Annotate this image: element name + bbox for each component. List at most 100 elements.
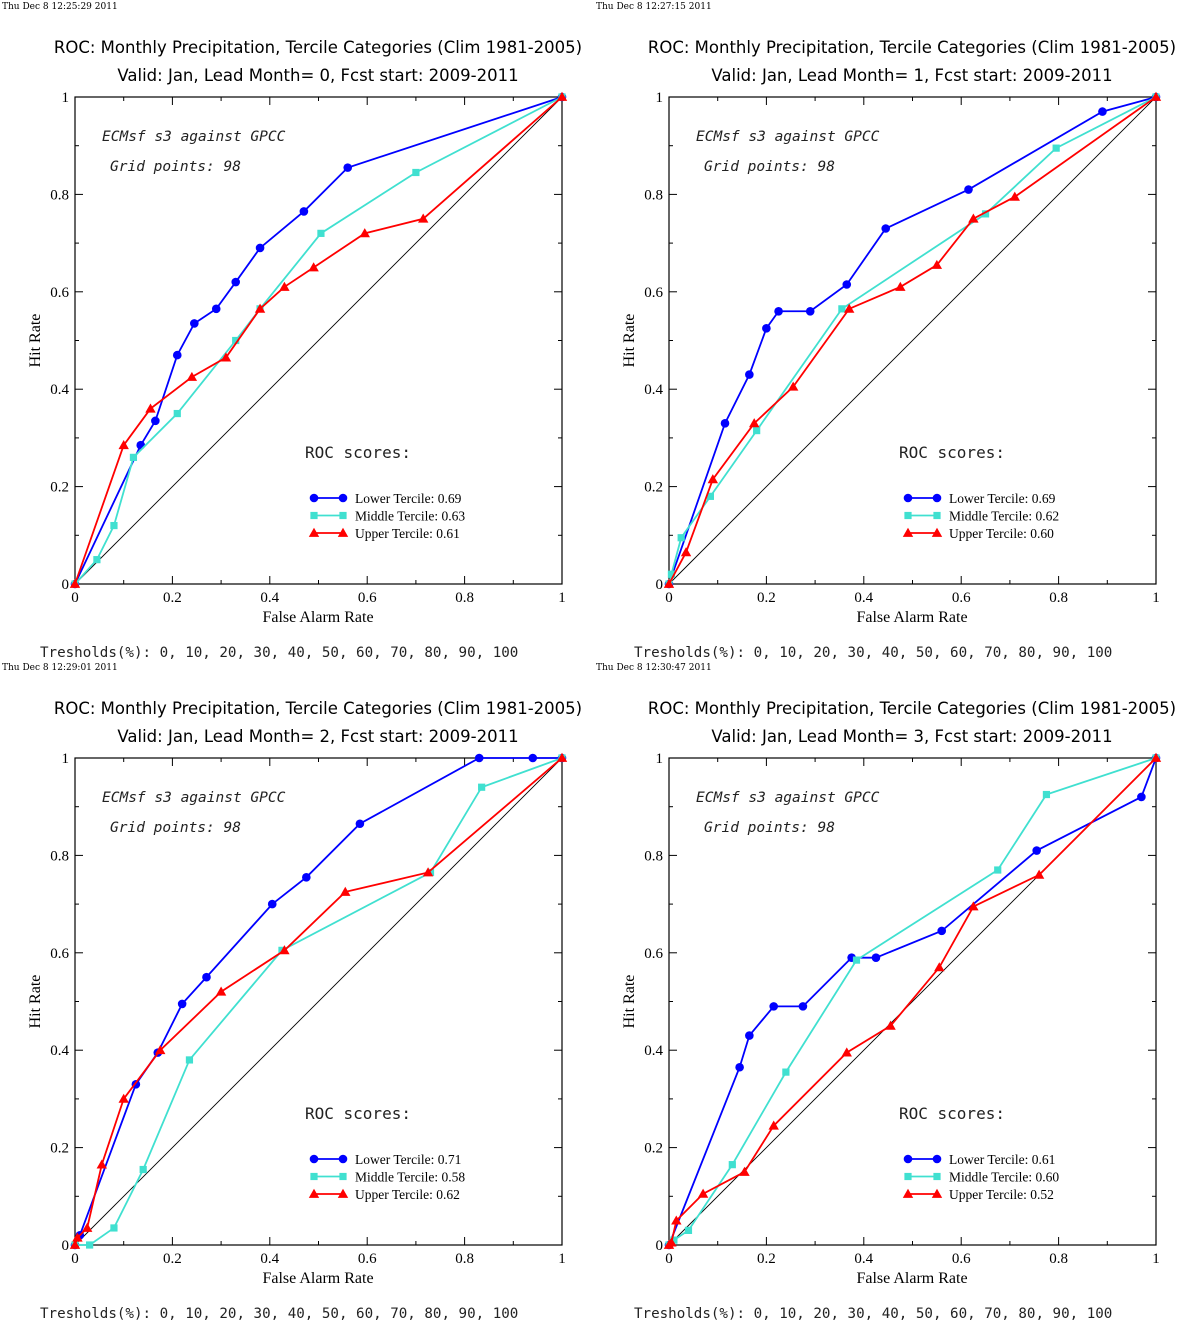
legend-label: Middle Tercile: 0.60 xyxy=(949,1170,1059,1185)
roc-scores-heading: ROC scores: xyxy=(899,443,1005,462)
data-point xyxy=(934,962,945,972)
legend-label: Upper Tercile: 0.60 xyxy=(949,526,1054,541)
data-point xyxy=(93,556,101,564)
data-point xyxy=(86,1241,94,1249)
roc-panel-3: Thu Dec 8 12:29:01 2011 ROC: Monthly Prec… xyxy=(0,661,593,1322)
y-tick-label: 0 xyxy=(62,577,70,593)
data-point xyxy=(964,185,973,194)
data-point xyxy=(841,1047,852,1057)
chart-subtitle: Valid: Jan, Lead Month= 0, Fcst start: 2… xyxy=(117,66,518,85)
data-point xyxy=(186,371,198,381)
legend-marker xyxy=(339,1172,347,1181)
thresholds-note: Tresholds(%): 0, 10, 20, 30, 40, 50, 60,… xyxy=(40,645,518,661)
timestamp: Thu Dec 8 12:29:01 2011 xyxy=(2,663,118,673)
legend-entry: Middle Tercile: 0.58 xyxy=(310,1170,465,1185)
x-tick-label: 0.2 xyxy=(163,590,182,606)
y-tick-label: 0.6 xyxy=(644,285,663,301)
data-point xyxy=(670,1236,678,1244)
x-axis-label: False Alarm Rate xyxy=(856,1270,967,1287)
data-point xyxy=(768,1120,779,1130)
legend-marker xyxy=(337,527,349,537)
timestamp: Thu Dec 8 12:30:47 2011 xyxy=(596,663,712,673)
data-point xyxy=(749,418,760,428)
data-point xyxy=(231,277,241,287)
data-point xyxy=(1032,846,1041,855)
annotation-model: ECMsf s3 against GPCC xyxy=(696,790,880,806)
data-point xyxy=(881,224,891,233)
data-point xyxy=(707,474,719,484)
data-point xyxy=(172,350,182,360)
data-point xyxy=(478,783,486,791)
data-point xyxy=(1098,107,1107,116)
series-upper-tercile xyxy=(69,91,568,588)
data-point xyxy=(842,280,852,289)
data-point xyxy=(994,866,1002,874)
legend-marker xyxy=(933,1172,941,1181)
data-point xyxy=(340,886,351,896)
data-point xyxy=(1150,91,1162,101)
x-tick-label: 0.2 xyxy=(163,1251,182,1267)
x-axis-label: False Alarm Rate xyxy=(262,609,373,626)
y-tick-label: 0.8 xyxy=(644,187,663,203)
chart-subtitle: Valid: Jan, Lead Month= 2, Fcst start: 2… xyxy=(117,727,518,746)
legend-marker xyxy=(904,1172,912,1181)
data-point xyxy=(177,999,187,1009)
data-point xyxy=(72,1232,83,1242)
legend-marker xyxy=(308,527,320,537)
roc-panel-2: Thu Dec 8 12:27:15 2011 ROC: Monthly Prec… xyxy=(594,0,1187,661)
no-skill-diagonal xyxy=(668,96,1157,585)
y-tick-label: 0.8 xyxy=(50,848,69,864)
data-point xyxy=(968,901,979,911)
legend-entry: Lower Tercile: 0.69 xyxy=(309,491,462,506)
chart-subtitle: Valid: Jan, Lead Month= 1, Fcst start: 2… xyxy=(711,66,1112,85)
y-tick-label: 0.4 xyxy=(644,382,663,398)
chart-title: ROC: Monthly Precipitation, Tercile Cate… xyxy=(648,699,1176,718)
data-point xyxy=(720,418,730,428)
data-point xyxy=(359,228,370,238)
annotation-model: ECMsf s3 against GPCC xyxy=(102,790,286,806)
data-point xyxy=(843,303,855,313)
x-tick-label: 0 xyxy=(665,1251,673,1267)
data-point xyxy=(255,243,265,253)
data-point xyxy=(308,262,319,272)
roc-chart-svg: Thu Dec 8 12:25:29 2011 ROC: Monthly Prec… xyxy=(2,2,582,661)
legend-marker xyxy=(338,1154,348,1164)
series-lower-tercile xyxy=(664,92,1161,589)
legend-marker xyxy=(903,1154,913,1164)
y-tick-label: 1 xyxy=(656,751,664,767)
legend-entry: Middle Tercile: 0.60 xyxy=(904,1170,1059,1185)
legend-label: Lower Tercile: 0.69 xyxy=(355,491,462,506)
data-point xyxy=(69,1239,81,1249)
data-point xyxy=(852,956,861,964)
annotation-grid-points: Grid points: 98 xyxy=(704,159,835,175)
legend-marker xyxy=(902,1188,914,1198)
legend-label: Lower Tercile: 0.69 xyxy=(949,491,1056,506)
x-tick-label: 0.2 xyxy=(757,1251,776,1267)
legend-label: Middle Tercile: 0.63 xyxy=(355,509,465,524)
x-tick-label: 0.8 xyxy=(455,1251,474,1267)
data-point xyxy=(528,753,538,763)
x-tick-label: 1 xyxy=(558,1251,566,1267)
roc-scores-heading: ROC scores: xyxy=(305,1104,411,1123)
y-tick-label: 0 xyxy=(62,1238,70,1254)
x-axis-label: False Alarm Rate xyxy=(856,609,967,626)
data-point xyxy=(118,1093,129,1103)
data-point xyxy=(422,867,434,877)
y-tick-label: 0.2 xyxy=(644,480,663,496)
roc-scores-heading: ROC scores: xyxy=(305,443,411,462)
series-upper-tercile xyxy=(663,91,1162,588)
no-skill-diagonal xyxy=(74,757,563,1246)
data-point xyxy=(129,453,138,461)
legend-marker xyxy=(309,1154,319,1164)
legend-marker xyxy=(932,1154,942,1164)
legend-marker xyxy=(339,511,347,520)
x-tick-label: 1 xyxy=(1152,590,1160,606)
data-point xyxy=(118,440,129,450)
x-tick-label: 0.4 xyxy=(854,590,873,606)
chart-title: ROC: Monthly Precipitation, Tercile Cate… xyxy=(648,38,1176,57)
data-point xyxy=(145,403,156,413)
data-point xyxy=(671,1215,682,1225)
roc-chart-svg: Thu Dec 8 12:27:15 2011 ROC: Monthly Prec… xyxy=(596,2,1176,661)
legend-marker xyxy=(338,493,348,503)
x-axis-label: False Alarm Rate xyxy=(262,1270,373,1287)
